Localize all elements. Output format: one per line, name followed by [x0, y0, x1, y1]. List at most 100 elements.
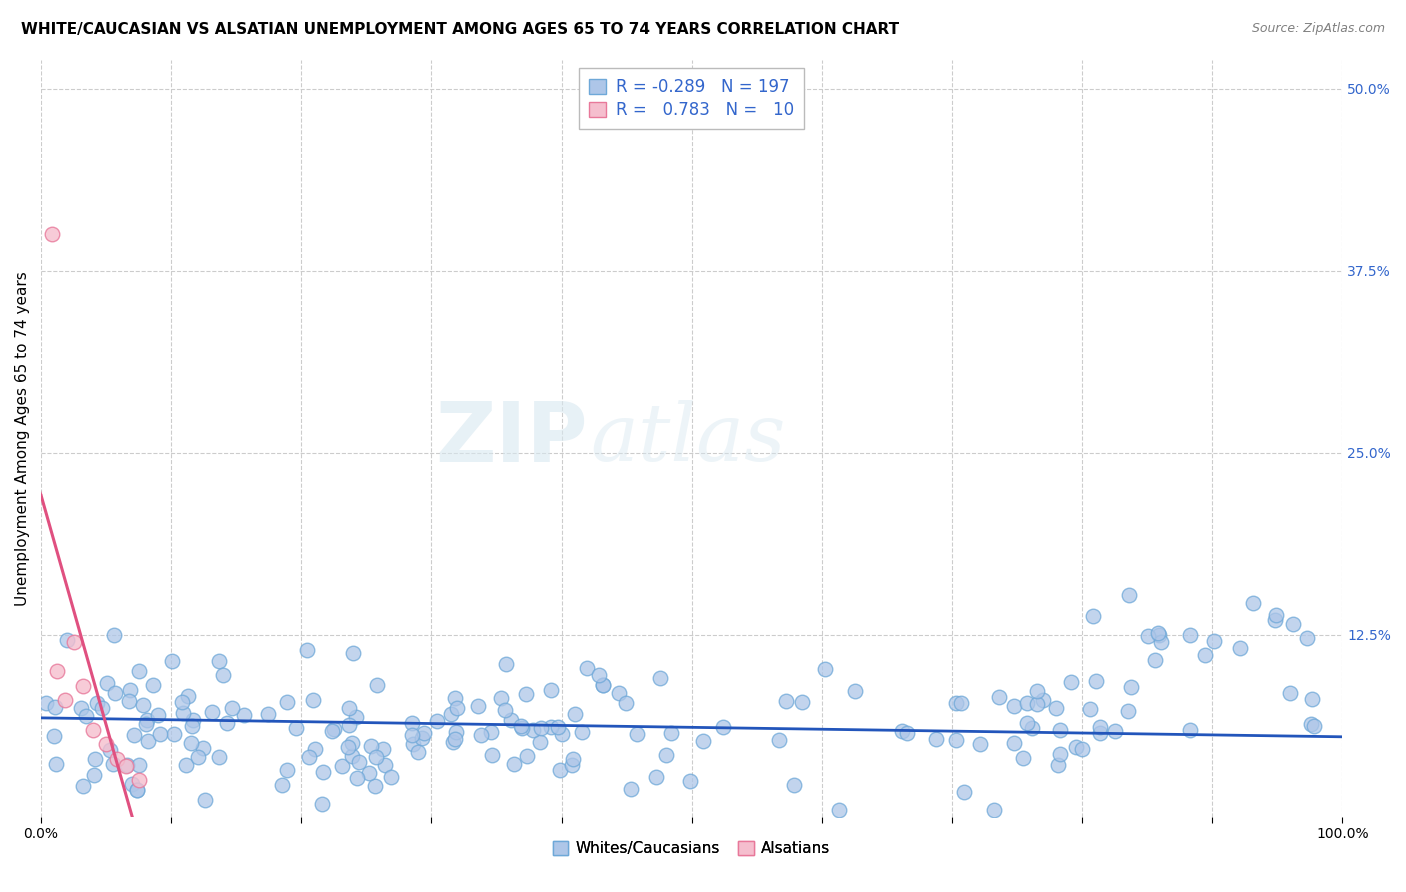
Point [446, 701, 468, 715]
Point [114, 759, 136, 773]
Point [311, 797, 333, 811]
Point [337, 718, 360, 732]
Text: Source: ZipAtlas.com: Source: ZipAtlas.com [1251, 22, 1385, 36]
Point [1004, 699, 1026, 714]
Point [1015, 696, 1038, 710]
Point [620, 782, 643, 797]
Point [1136, 629, 1159, 643]
Point [614, 696, 637, 710]
Point [232, 708, 254, 723]
Point [271, 778, 294, 792]
Point [321, 723, 343, 738]
Point [101, 757, 124, 772]
Point [1178, 723, 1201, 737]
Point [402, 737, 425, 751]
Point [148, 708, 170, 723]
Point [1088, 720, 1111, 734]
Point [607, 686, 630, 700]
Point [1178, 628, 1201, 642]
Point [401, 715, 423, 730]
Y-axis label: Unemployment Among Ages 65 to 74 years: Unemployment Among Ages 65 to 74 years [15, 271, 30, 606]
Point [96, 676, 118, 690]
Point [176, 758, 198, 772]
Point [1150, 635, 1173, 649]
Point [121, 777, 143, 791]
Point [72, 779, 94, 793]
Text: atlas: atlas [591, 400, 786, 477]
Point [45, 757, 67, 772]
Point [592, 678, 614, 692]
Point [70, 700, 93, 714]
Point [814, 661, 837, 675]
Point [401, 728, 423, 742]
Point [276, 764, 298, 778]
Point [1064, 739, 1087, 754]
Point [502, 756, 524, 771]
Point [983, 803, 1005, 817]
Point [1296, 631, 1319, 645]
Point [969, 737, 991, 751]
Point [844, 684, 866, 698]
Point [207, 750, 229, 764]
Point [444, 731, 467, 746]
Point [212, 668, 235, 682]
Point [890, 723, 912, 738]
Point [172, 695, 194, 709]
Point [522, 723, 544, 738]
Point [1302, 719, 1324, 733]
Text: WHITE/CAUCASIAN VS ALSATIAN UNEMPLOYMENT AMONG AGES 65 TO 74 YEARS CORRELATION C: WHITE/CAUCASIAN VS ALSATIAN UNEMPLOYMENT… [21, 22, 900, 37]
Point [413, 725, 436, 739]
Point [44, 700, 66, 714]
Point [1281, 616, 1303, 631]
Point [221, 701, 243, 715]
Point [35, 696, 58, 710]
Point [75, 709, 97, 723]
Point [470, 729, 492, 743]
Point [91, 700, 114, 714]
Point [276, 695, 298, 709]
Point [304, 742, 326, 756]
Point [501, 713, 523, 727]
Point [1011, 751, 1033, 765]
Point [1088, 726, 1111, 740]
Point [105, 752, 128, 766]
Point [1026, 684, 1049, 698]
Point [349, 756, 371, 770]
Point [298, 749, 321, 764]
Point [1299, 717, 1322, 731]
Point [768, 732, 790, 747]
Point [529, 734, 551, 748]
Point [191, 741, 214, 756]
Point [679, 773, 702, 788]
Point [1085, 674, 1108, 689]
Point [360, 739, 382, 753]
Point [1032, 693, 1054, 707]
Point [187, 750, 209, 764]
Point [1017, 716, 1039, 731]
Point [45, 665, 67, 679]
Point [467, 698, 489, 713]
Point [783, 778, 806, 792]
Point [337, 701, 360, 715]
Point [515, 688, 537, 702]
Point [547, 720, 569, 734]
Point [494, 703, 516, 717]
Point [692, 734, 714, 748]
Point [118, 694, 141, 708]
Point [411, 731, 433, 745]
Point [180, 736, 202, 750]
Point [925, 732, 948, 747]
Point [1265, 607, 1288, 622]
Point [444, 725, 467, 739]
Point [1118, 588, 1140, 602]
Point [125, 783, 148, 797]
Point [1026, 697, 1049, 711]
Point [357, 766, 380, 780]
Point [86, 696, 108, 710]
Point [443, 691, 465, 706]
Point [1147, 627, 1170, 641]
Point [160, 654, 183, 668]
Point [336, 739, 359, 754]
Point [181, 719, 204, 733]
Point [124, 728, 146, 742]
